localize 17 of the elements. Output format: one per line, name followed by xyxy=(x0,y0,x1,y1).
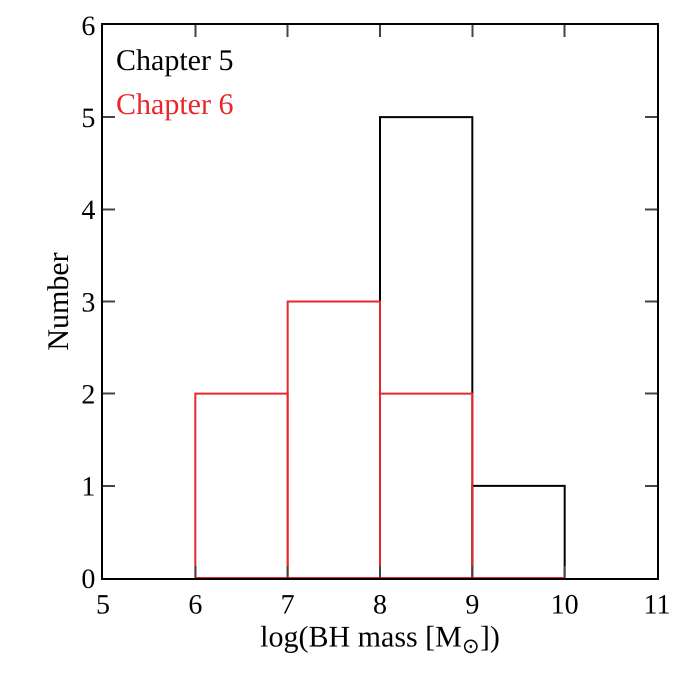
y-tick-label: 1 xyxy=(81,472,96,503)
y-tick-label: 6 xyxy=(81,10,96,42)
text: Chapter 6 xyxy=(116,88,234,121)
text: Chapter 5 xyxy=(116,44,234,77)
x-tick-label: 8 xyxy=(373,590,387,621)
y-tick-label: 0 xyxy=(81,564,96,595)
x-axis-title: log(BH mass [M$_{⊙}$]) xyxy=(260,620,500,658)
x-tick-label: 6 xyxy=(188,590,202,621)
y-tick-label: 5 xyxy=(81,102,96,134)
y-axis-title: Number xyxy=(42,252,75,351)
y-tick-label: 3 xyxy=(81,287,96,318)
y-tick-label: 2 xyxy=(81,379,96,410)
x-tick-label: 11 xyxy=(644,590,670,621)
x-tick-label: 10 xyxy=(550,590,579,621)
x-tick-label: 9 xyxy=(465,590,480,621)
x-tick-label: 7 xyxy=(280,590,295,621)
y-tick-label: 4 xyxy=(81,195,96,226)
